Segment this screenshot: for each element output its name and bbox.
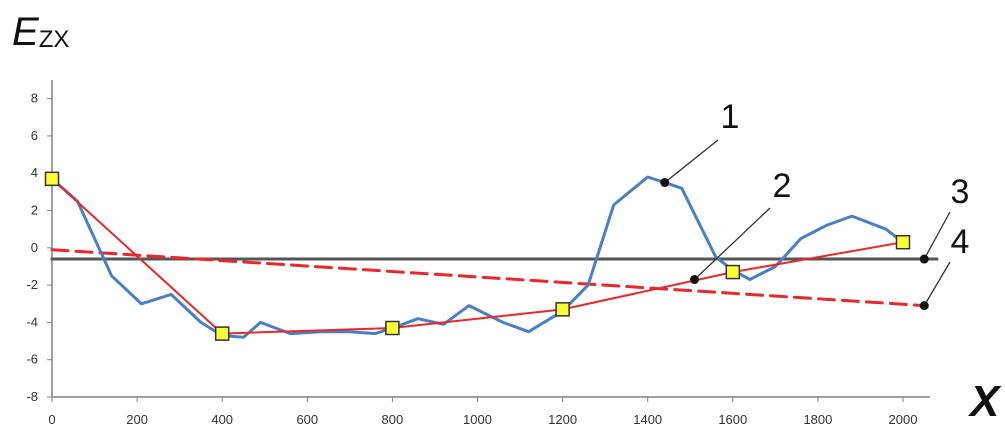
annotation-1-label: 1 bbox=[721, 98, 740, 136]
y-axis-title-sub: ZX bbox=[39, 26, 70, 53]
x-tick-label: 1600 bbox=[718, 412, 747, 427]
x-tick-label: 600 bbox=[296, 412, 318, 427]
x-tick-label: 200 bbox=[126, 412, 148, 427]
annotation-3-dot bbox=[919, 254, 929, 264]
y-tick-label: 2 bbox=[31, 203, 38, 218]
y-tick-label: -6 bbox=[26, 352, 38, 367]
series-1-line bbox=[50, 175, 905, 339]
series-layer bbox=[50, 175, 939, 339]
x-axis-title: X bbox=[967, 377, 1002, 426]
annotation-2-label: 2 bbox=[773, 167, 792, 205]
series-4-line bbox=[50, 248, 926, 308]
y-tick-label: 0 bbox=[31, 240, 38, 255]
annotation-1-leader bbox=[664, 139, 719, 184]
annotation-2-leader bbox=[694, 207, 771, 280]
y-tick-label: -2 bbox=[26, 277, 38, 292]
annotation-4-label: 4 bbox=[951, 223, 970, 261]
x-tick-label: 2000 bbox=[889, 412, 918, 427]
square-marker bbox=[385, 320, 400, 336]
annotation-4-dot bbox=[919, 301, 929, 311]
square-marker bbox=[555, 302, 570, 317]
annotation-2-dot bbox=[690, 275, 700, 285]
square-marker bbox=[44, 171, 60, 187]
y-tick-label: 8 bbox=[31, 91, 38, 106]
annotation-4-leader bbox=[923, 261, 951, 306]
square-marker bbox=[214, 326, 230, 341]
x-tick-label: 1800 bbox=[803, 412, 832, 427]
annotations-layer: 12 3 4 bbox=[660, 98, 970, 311]
y-axis-title-main: E bbox=[12, 10, 40, 54]
y-tick-label: -8 bbox=[26, 389, 38, 404]
x-tick-label: 0 bbox=[48, 412, 55, 427]
x-tick-label: 400 bbox=[211, 412, 233, 427]
y-tick-label: 6 bbox=[31, 128, 38, 143]
x-tick-label: 800 bbox=[382, 412, 404, 427]
y-axis-title: EZX bbox=[12, 10, 69, 54]
annotation-3-leader bbox=[923, 211, 951, 260]
square-marker bbox=[895, 234, 911, 250]
ticks-layer: -8 -6 -4 -2 0 2 4 6 8 0 200 400 600 800 1000 1200 1400 16… bbox=[26, 91, 917, 427]
x-tick-label: 1000 bbox=[463, 412, 492, 427]
series-2-line bbox=[51, 177, 904, 335]
annotation-3-label: 3 bbox=[951, 173, 970, 211]
y-tick-label: -4 bbox=[26, 314, 38, 329]
square-marker bbox=[725, 264, 741, 280]
y-tick-label: 4 bbox=[31, 165, 38, 180]
annotation-1-dot bbox=[660, 178, 670, 188]
x-tick-label: 1400 bbox=[633, 412, 662, 427]
markers-layer bbox=[44, 171, 911, 341]
x-tick-label: 1200 bbox=[548, 412, 577, 427]
